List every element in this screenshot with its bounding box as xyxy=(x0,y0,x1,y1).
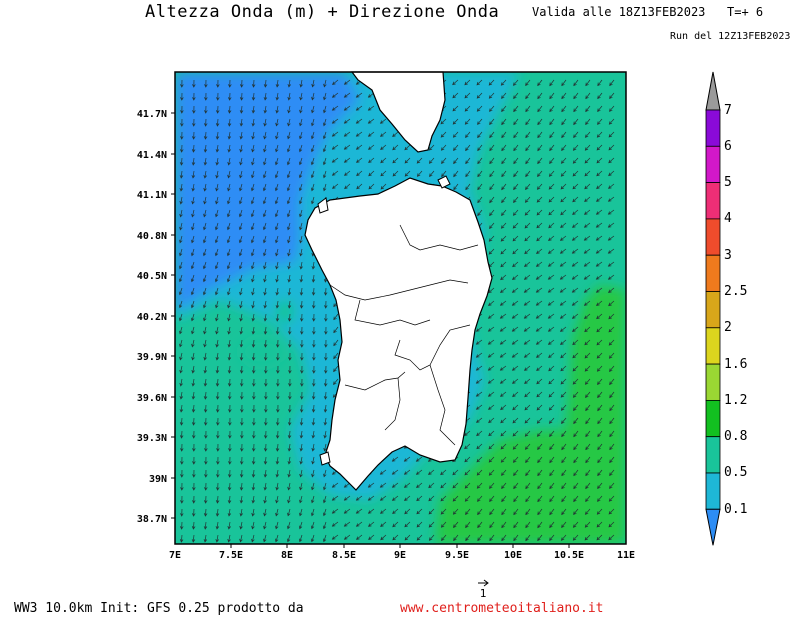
lat-label: 40.2N xyxy=(137,312,167,323)
field-patch xyxy=(240,338,284,366)
reference-vector: 1 xyxy=(478,580,488,600)
legend-swatch-top xyxy=(706,72,720,110)
legend-swatch xyxy=(706,219,720,255)
lon-label: 7E xyxy=(169,550,181,561)
lat-label: 39.9N xyxy=(137,352,167,363)
latitude-axis: 41.7N 41.4N 41.1N 40.8N 40.5N 40.2N 39.9… xyxy=(137,109,175,525)
lon-label: 8E xyxy=(281,550,293,561)
legend-label: 2 xyxy=(724,320,732,335)
legend-label: 0.8 xyxy=(724,429,747,444)
legend-label: 1.2 xyxy=(724,393,747,408)
lat-label: 39.6N xyxy=(137,393,167,404)
legend-swatch xyxy=(706,146,720,182)
legend-swatch xyxy=(706,364,720,400)
color-legend: 7 6 5 4 3 2.5 2 1.6 1.2 0.8 0.5 0.1 xyxy=(706,72,747,545)
legend-label: 0.1 xyxy=(724,502,747,517)
reference-vector-label: 1 xyxy=(480,587,487,600)
legend-swatch xyxy=(706,473,720,509)
lon-label: 9.5E xyxy=(445,550,469,561)
legend-label: 7 xyxy=(724,103,732,118)
lat-label: 41.1N xyxy=(137,190,167,201)
lat-label: 39.3N xyxy=(137,433,167,444)
lon-label: 10E xyxy=(504,550,522,561)
lat-label: 39N xyxy=(149,474,167,485)
lon-label: 7.5E xyxy=(219,550,243,561)
longitude-axis: 7E 7.5E 8E 8.5E 9E 9.5E 10E 10.5E 11E xyxy=(169,544,635,561)
lon-label: 10.5E xyxy=(554,550,584,561)
legend-label: 6 xyxy=(724,139,732,154)
lat-label: 40.5N xyxy=(137,271,167,282)
lon-label: 8.5E xyxy=(332,550,356,561)
san-pietro-island xyxy=(320,452,330,465)
legend-swatch xyxy=(706,328,720,364)
legend-label: 3 xyxy=(724,248,732,263)
footer-website-link[interactable]: www.centrometeoitaliano.it xyxy=(400,601,604,616)
legend-swatch-bottom xyxy=(706,509,720,545)
legend-label: 1.6 xyxy=(724,357,747,372)
legend-swatch xyxy=(706,400,720,436)
lat-label: 40.8N xyxy=(137,231,167,242)
legend-label: 2.5 xyxy=(724,284,747,299)
lon-label: 9E xyxy=(394,550,406,561)
legend-label: 5 xyxy=(724,175,732,190)
lat-label: 41.7N xyxy=(137,109,167,120)
legend-label: 4 xyxy=(724,211,732,226)
lon-label: 11E xyxy=(617,550,635,561)
legend-swatch xyxy=(706,292,720,328)
legend-swatch xyxy=(706,255,720,291)
legend-label: 0.5 xyxy=(724,465,747,480)
lat-label: 41.4N xyxy=(137,150,167,161)
lat-label: 38.7N xyxy=(137,514,167,525)
legend-swatch xyxy=(706,437,720,473)
legend-swatch xyxy=(706,183,720,219)
footer-model-info: WW3 10.0km Init: GFS 0.25 prodotto da xyxy=(14,601,304,616)
legend-swatch xyxy=(706,110,720,146)
